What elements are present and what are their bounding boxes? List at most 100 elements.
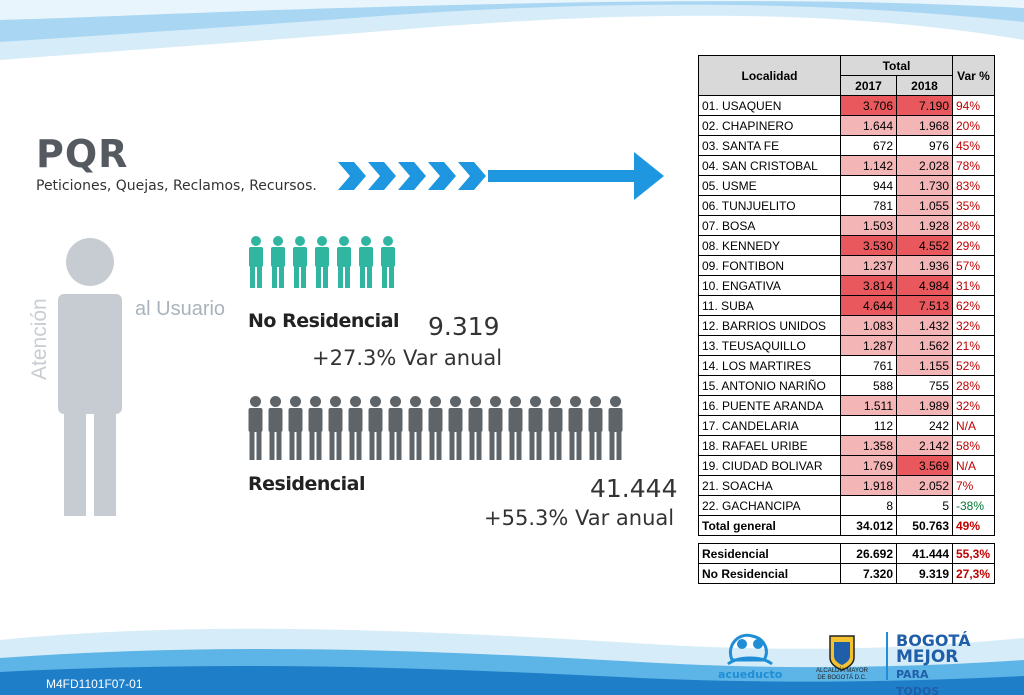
cell-2018: 3.569 <box>896 455 953 476</box>
cell-localidad: 03. SANTA FE <box>698 135 841 156</box>
person-icon <box>408 396 423 460</box>
summary-2018: 9.319 <box>896 563 953 584</box>
cell-2017: 761 <box>840 355 897 376</box>
summary-row: Residencial 26.692 41.444 55,3% <box>698 543 995 564</box>
top-wave-decoration <box>0 0 1024 60</box>
person-icon <box>271 236 285 288</box>
cell-2018: 1.562 <box>896 335 953 356</box>
cell-localidad: 22. GACHANCIPA <box>698 495 841 516</box>
cell-var: 52% <box>952 355 995 376</box>
cell-var: N/A <box>952 455 995 476</box>
right-arrow-icon <box>338 152 664 200</box>
cell-2018: 2.052 <box>896 475 953 496</box>
table-row: 08. KENNEDY 3.530 4.552 29% <box>698 235 995 256</box>
total-label: Total general <box>698 515 841 536</box>
table-row: 04. SAN CRISTOBAL 1.142 2.028 78% <box>698 155 995 176</box>
cell-localidad: 18. RAFAEL URIBE <box>698 435 841 456</box>
total-2018: 50.763 <box>896 515 953 536</box>
header-2018: 2018 <box>896 75 953 96</box>
table-row: 02. CHAPINERO 1.644 1.968 20% <box>698 115 995 136</box>
no-residencial-value: 9.319 <box>428 312 500 341</box>
cell-localidad: 11. SUBA <box>698 295 841 316</box>
cell-var: 31% <box>952 275 995 296</box>
table-row: 13. TEUSAQUILLO 1.287 1.562 21% <box>698 335 995 356</box>
summary-table: Residencial 26.692 41.444 55,3% No Residenci… <box>698 543 995 584</box>
summary-label: No Residencial <box>698 563 841 584</box>
table-row: 07. BOSA 1.503 1.928 28% <box>698 215 995 236</box>
cell-2018: 1.968 <box>896 115 953 136</box>
person-icon <box>268 396 283 460</box>
document-code: M4FD1101F07-01 <box>46 677 143 691</box>
cell-localidad: 19. CIUDAD BOLIVAR <box>698 455 841 476</box>
al-usuario-label: al Usuario <box>135 298 226 320</box>
cell-var: 78% <box>952 155 995 176</box>
person-icon <box>315 236 329 288</box>
table-row: 09. FONTIBON 1.237 1.936 57% <box>698 255 995 276</box>
table-row: 03. SANTA FE 672 976 45% <box>698 135 995 156</box>
person-icon <box>488 396 503 460</box>
bogota-line-2: MEJOR <box>896 647 959 667</box>
cell-2018: 976 <box>896 135 953 156</box>
table-row: 10. ENGATIVA 3.814 4.984 31% <box>698 275 995 296</box>
table-row: 19. CIUDAD BOLIVAR 1.769 3.569 N/A <box>698 455 995 476</box>
person-icon <box>337 236 351 288</box>
person-icon <box>249 236 263 288</box>
total-var: 49% <box>952 515 995 536</box>
atencion-label: Atención <box>28 298 51 380</box>
residencial-value: 41.444 <box>590 474 678 503</box>
cell-2018: 2.142 <box>896 435 953 456</box>
summary-row: No Residencial 7.320 9.319 27,3% <box>698 563 995 584</box>
table-total-row: Total general 34.012 50.763 49% <box>698 515 995 536</box>
cell-localidad: 05. USME <box>698 175 841 196</box>
cell-localidad: 01. USAQUEN <box>698 95 841 116</box>
cell-localidad: 02. CHAPINERO <box>698 115 841 136</box>
cell-2018: 2.028 <box>896 155 953 176</box>
cell-var: 83% <box>952 175 995 196</box>
header-total: Total <box>840 55 953 76</box>
no-residencial-people <box>248 236 396 288</box>
cell-2018: 1.055 <box>896 195 953 216</box>
cell-localidad: 04. SAN CRISTOBAL <box>698 155 841 176</box>
page-title: PQR <box>36 132 129 176</box>
cell-var: 28% <box>952 375 995 396</box>
cell-2018: 7.513 <box>896 295 953 316</box>
cell-2017: 1.918 <box>840 475 897 496</box>
table-row: 05. USME 944 1.730 83% <box>698 175 995 196</box>
cell-2017: 8 <box>840 495 897 516</box>
cell-2017: 1.503 <box>840 215 897 236</box>
person-icon <box>428 396 443 460</box>
acueducto-frog-logo <box>727 633 773 666</box>
cell-localidad: 06. TUNJUELITO <box>698 195 841 216</box>
summary-2018: 41.444 <box>896 543 953 564</box>
cell-2018: 1.155 <box>896 355 953 376</box>
cell-2017: 1.237 <box>840 255 897 276</box>
person-icon <box>288 396 303 460</box>
cell-2017: 781 <box>840 195 897 216</box>
residencial-label: Residencial <box>248 473 365 495</box>
alcaldia-line-2: DE BOGOTÁ D.C. <box>817 675 867 681</box>
cell-localidad: 15. ANTONIO NARIÑO <box>698 375 841 396</box>
cell-2017: 1.769 <box>840 455 897 476</box>
person-icon <box>388 396 403 460</box>
cell-2018: 755 <box>896 375 953 396</box>
bogota-mejor-logo: BOGOTÁ MEJOR PARA TODOS <box>896 632 971 695</box>
cell-var: 32% <box>952 315 995 336</box>
cell-2018: 1.928 <box>896 215 953 236</box>
cell-2017: 588 <box>840 375 897 396</box>
cell-2017: 3.530 <box>840 235 897 256</box>
person-icon <box>588 396 603 460</box>
summary-var: 55,3% <box>952 543 995 564</box>
bogota-line-3: PARA TODOS <box>896 668 940 695</box>
table-row: 12. BARRIOS UNIDOS 1.083 1.432 32% <box>698 315 995 336</box>
person-icon <box>548 396 563 460</box>
table-row: 11. SUBA 4.644 7.513 62% <box>698 295 995 316</box>
person-icon <box>608 396 623 460</box>
alcaldia-line-1: ALCALDÍA MAYOR <box>816 668 868 674</box>
cell-var: 29% <box>952 235 995 256</box>
cell-localidad: 14. LOS MARTIRES <box>698 355 841 376</box>
cell-var: 21% <box>952 335 995 356</box>
localidades-table: Localidad Total Var % 2017 2018 01. USAQ… <box>698 55 995 536</box>
acueducto-logo-text: acueducto <box>718 668 783 681</box>
total-2017: 34.012 <box>840 515 897 536</box>
summary-label: Residencial <box>698 543 841 564</box>
